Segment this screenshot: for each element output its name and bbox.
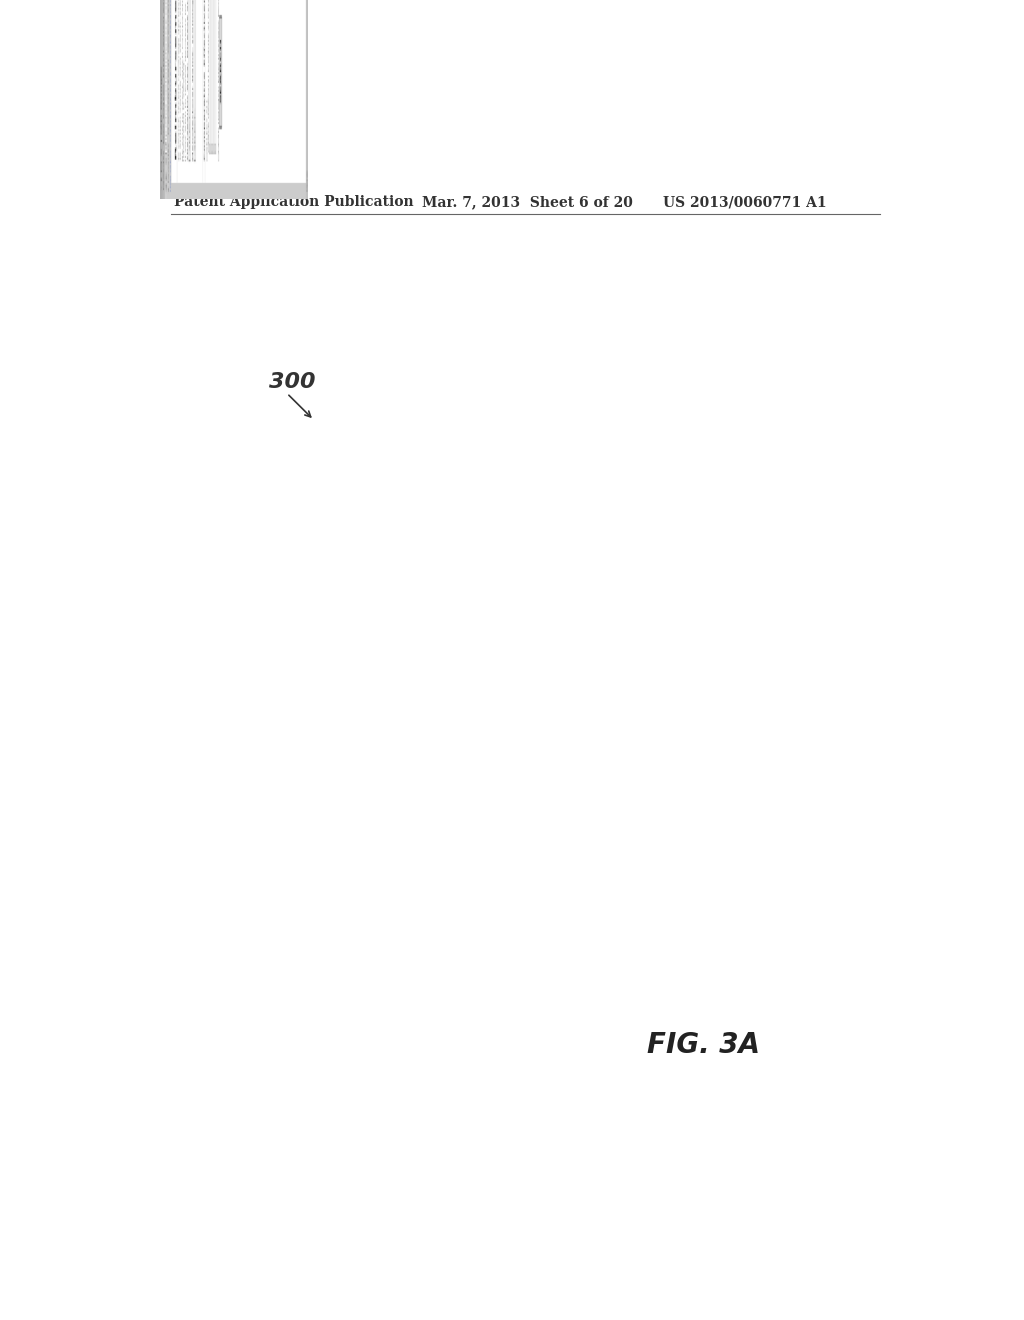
Text: 300: 300 <box>269 372 315 392</box>
Text: US 2013/0060771 A1: US 2013/0060771 A1 <box>663 195 826 210</box>
Text: Patent Application Publication: Patent Application Publication <box>174 195 414 210</box>
Text: Mar. 7, 2013  Sheet 6 of 20: Mar. 7, 2013 Sheet 6 of 20 <box>423 195 634 210</box>
Text: FIG. 3A: FIG. 3A <box>647 1031 760 1060</box>
